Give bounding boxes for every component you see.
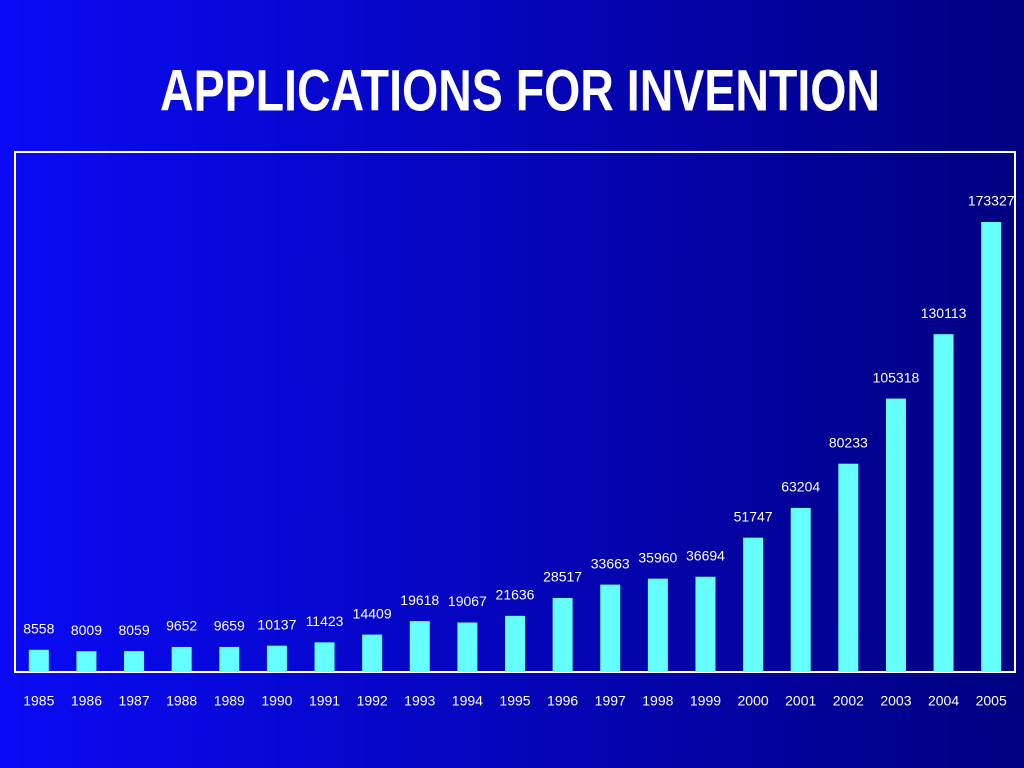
value-label: 28517 — [543, 569, 582, 585]
x-tick-label: 1988 — [166, 693, 197, 709]
x-tick-label: 2001 — [785, 693, 816, 709]
bar — [457, 622, 478, 672]
bar — [838, 463, 859, 672]
bar — [219, 646, 240, 672]
x-tick-label: 1993 — [404, 693, 435, 709]
x-tick-label: 2004 — [928, 693, 959, 709]
x-tick-label: 1987 — [118, 693, 149, 709]
x-tick-label: 1991 — [309, 693, 340, 709]
bar — [743, 537, 764, 672]
value-label: 105318 — [873, 369, 920, 385]
bar — [790, 507, 811, 672]
x-tick-label: 2005 — [976, 693, 1007, 709]
bar — [28, 649, 49, 672]
value-label: 19618 — [400, 592, 439, 608]
bar — [885, 398, 906, 672]
x-tick-label: 2002 — [833, 693, 864, 709]
x-tick-label: 1996 — [547, 693, 578, 709]
bar — [409, 621, 430, 672]
x-tick-label: 1989 — [214, 693, 245, 709]
value-label: 10137 — [257, 616, 296, 632]
value-label: 21636 — [496, 587, 535, 603]
bar — [362, 634, 383, 672]
bar — [647, 578, 668, 672]
x-tick-label: 1999 — [690, 693, 721, 709]
value-label: 173327 — [968, 193, 1015, 209]
bar — [552, 597, 573, 672]
x-tick-label: 1994 — [452, 693, 483, 709]
x-tick-label: 2003 — [880, 693, 911, 709]
bar — [505, 615, 525, 672]
x-tick-label: 1997 — [595, 693, 626, 709]
x-tick-label: 1995 — [499, 693, 530, 709]
value-label: 36694 — [686, 547, 725, 563]
value-label: 8059 — [118, 622, 149, 638]
bar — [171, 646, 192, 672]
chart-title: APPLICATIONS FOR INVENTION — [160, 58, 880, 123]
bar — [76, 651, 97, 672]
value-label: 9659 — [214, 618, 245, 634]
bar — [933, 334, 954, 672]
value-label: 8558 — [23, 620, 54, 636]
value-label: 80233 — [829, 434, 868, 450]
value-label: 35960 — [638, 549, 677, 565]
bar — [600, 584, 621, 672]
x-tick-label: 1992 — [357, 693, 388, 709]
value-label: 19067 — [448, 593, 487, 609]
x-tick-label: 1990 — [261, 693, 292, 709]
x-tick-label: 2000 — [738, 693, 769, 709]
value-label: 14409 — [353, 605, 392, 621]
value-label: 9652 — [166, 618, 197, 634]
value-label: 51747 — [734, 508, 773, 524]
value-label: 11423 — [306, 613, 344, 629]
bar — [266, 645, 287, 672]
value-label: 130113 — [921, 305, 967, 321]
bar — [981, 222, 1002, 672]
value-label: 8009 — [71, 622, 102, 638]
value-label: 63204 — [781, 479, 820, 495]
bar — [314, 642, 335, 672]
bar — [124, 651, 145, 672]
value-label: 33663 — [591, 555, 630, 571]
x-tick-label: 1985 — [23, 693, 54, 709]
x-tick-label: 1998 — [642, 693, 673, 709]
x-tick-label: 1986 — [71, 693, 102, 709]
bar — [695, 576, 716, 672]
